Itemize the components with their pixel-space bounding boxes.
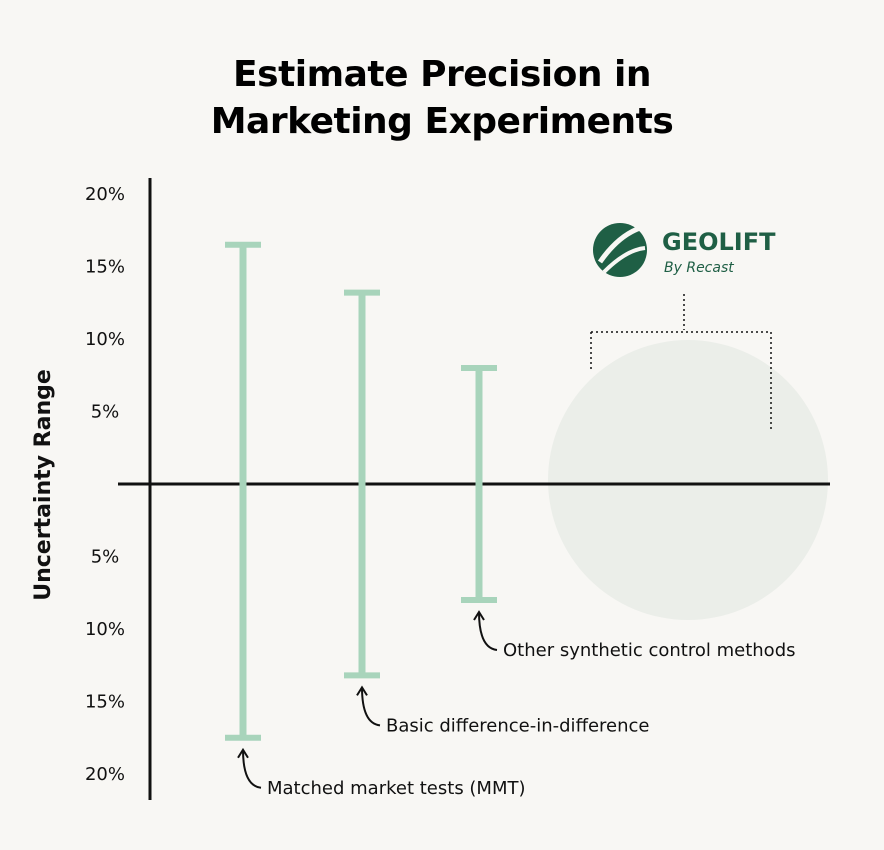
annotations: Matched market tests (MMT) Basic differen… bbox=[237, 610, 796, 799]
annotation-label: Basic difference-in-difference bbox=[386, 715, 650, 736]
geolift-logo-icon bbox=[593, 223, 647, 277]
y-ticks-lower: 5% 10% 15% 20% bbox=[85, 547, 125, 786]
annotation-arrow bbox=[478, 611, 498, 651]
annotation-arrow bbox=[242, 749, 262, 789]
chart-title: Estimate Precision in Marketing Experime… bbox=[211, 54, 674, 142]
y-tick-label: 20% bbox=[85, 184, 125, 205]
y-tick-label: 5% bbox=[91, 547, 120, 568]
geolift-brand: GEOLIFT bbox=[662, 228, 776, 256]
annotation-arrowhead bbox=[237, 747, 249, 759]
y-ticks-upper: 20% 15% 10% 5% bbox=[85, 184, 125, 423]
series-annotation: Basic difference-in-difference bbox=[356, 685, 650, 736]
geolift-logo-stripe-1 bbox=[597, 225, 641, 264]
chart-title-line-2: Marketing Experiments bbox=[211, 101, 674, 142]
annotation-arrowhead bbox=[473, 610, 485, 621]
geolift-logo-stripe-2 bbox=[602, 246, 646, 274]
chart-title-line-1: Estimate Precision in bbox=[233, 54, 651, 95]
error-bar bbox=[461, 365, 497, 603]
geolift-watermark-icon bbox=[548, 340, 828, 620]
series-annotation: Matched market tests (MMT) bbox=[237, 747, 526, 799]
annotation-arrowhead bbox=[356, 685, 368, 696]
geolift-logo: GEOLIFT By Recast bbox=[593, 223, 776, 277]
y-tick-label: 20% bbox=[85, 764, 125, 785]
error-bar bbox=[225, 241, 261, 741]
y-tick-label: 10% bbox=[85, 619, 125, 640]
y-axis-label: Uncertainty Range bbox=[31, 369, 56, 601]
geolift-bracket bbox=[590, 294, 772, 430]
error-bar bbox=[344, 289, 380, 679]
annotation-arrow bbox=[361, 687, 381, 727]
y-tick-label: 15% bbox=[85, 257, 125, 278]
geolift-brand-sub: By Recast bbox=[664, 260, 734, 276]
y-tick-label: 15% bbox=[85, 692, 125, 713]
series-annotation: Other synthetic control methods bbox=[473, 610, 796, 661]
error-bars bbox=[225, 241, 497, 741]
y-tick-label: 5% bbox=[91, 402, 120, 423]
annotation-label: Other synthetic control methods bbox=[503, 640, 796, 661]
annotation-label: Matched market tests (MMT) bbox=[267, 778, 526, 799]
y-tick-label: 10% bbox=[85, 329, 125, 350]
